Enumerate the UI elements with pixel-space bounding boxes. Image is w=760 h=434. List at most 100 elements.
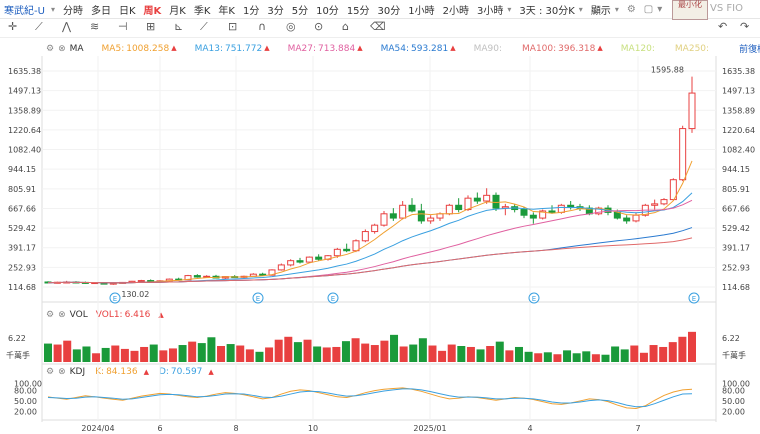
angle-icon[interactable]: ⊾ (174, 20, 184, 33)
timeframe-12[interactable]: 30分 (377, 5, 401, 17)
candle-body (660, 199, 668, 205)
chevron-down-icon[interactable]: ▾ (507, 4, 512, 14)
hide-icon[interactable]: ⌂ (342, 20, 349, 33)
cursor-icon[interactable]: ✛ (8, 20, 18, 33)
price-tick-left: 252.93 (8, 263, 36, 272)
price-tick-right: 391.17 (722, 244, 750, 253)
ma-value-5: 396.318 (558, 43, 596, 54)
candle-body (623, 217, 631, 222)
timeframe-14[interactable]: 2小時 (442, 5, 470, 17)
timeframe-6[interactable]: 年K (218, 5, 235, 17)
volume-bar (293, 342, 302, 362)
ma-item-2: MA27: (287, 43, 316, 54)
redo-icon[interactable]: ↷ (740, 20, 750, 33)
timeframe-9[interactable]: 5分 (291, 5, 309, 17)
timeframe-10[interactable]: 10分 (316, 5, 339, 17)
timeframe-4[interactable]: 月K (169, 5, 186, 17)
text-icon[interactable]: ⊡ (228, 20, 238, 33)
ma-item-1: MA13: (194, 43, 223, 54)
event-marker-icon (688, 292, 700, 304)
up-arrow-icon: ▲ (597, 43, 603, 52)
trend-line-icon[interactable]: ⟋ (35, 20, 43, 33)
volume-bar (428, 345, 437, 362)
event-marker-label: E (256, 295, 260, 303)
timeframe-1[interactable]: 多日 (90, 5, 111, 17)
adjust-label[interactable]: 前復權 (739, 45, 760, 55)
candle-body (604, 207, 612, 213)
range-select[interactable]: 3天 : 30分K (519, 5, 575, 17)
x-tick-label: 7 (635, 424, 640, 433)
volume-bar (284, 336, 293, 362)
timeframe-11[interactable]: 15分 (346, 5, 370, 17)
kdj-tick-right: 50.00 (722, 397, 745, 406)
display-menu[interactable]: 顯示 (590, 5, 611, 17)
candle-body (212, 275, 220, 279)
candle-body (324, 255, 332, 260)
hide-icon[interactable]: ⊗ (58, 43, 66, 54)
timeframe-5[interactable]: 季K (193, 5, 211, 17)
horizontal-line-icon[interactable]: ⊣ (118, 20, 128, 33)
delete-icon[interactable]: ⌫ (370, 20, 386, 33)
fib-icon[interactable]: ≋ (90, 20, 100, 33)
undo-icon[interactable]: ↶ (718, 20, 728, 33)
lock-icon[interactable]: ⊙ (314, 20, 324, 33)
timeframe-2[interactable]: 日K (118, 5, 136, 17)
timeframe-15[interactable]: 3小時 (477, 5, 504, 17)
channel-icon[interactable]: ⟋ (200, 20, 208, 33)
chevron-down-icon[interactable]: ▾ (578, 4, 583, 14)
hide-icon[interactable]: ⊗ (58, 367, 66, 377)
candle-body (100, 282, 108, 285)
ma-label: MA (69, 43, 84, 54)
measure-icon[interactable]: ◎ (286, 20, 296, 33)
volume-bar (207, 337, 216, 362)
ma-value-0: 1008.258 (126, 43, 170, 54)
magnet-icon[interactable]: ∩ (258, 20, 267, 33)
settings-icon[interactable]: ⚙ (46, 367, 55, 377)
volume-bar (361, 343, 370, 362)
timeframe-7[interactable]: 1分 (242, 5, 260, 17)
vertical-line-icon[interactable]: ⊞ (146, 20, 156, 33)
volume-bar (668, 342, 677, 362)
price-tick-left: 667.66 (8, 204, 36, 213)
candle-body (483, 194, 491, 202)
event-marker-icon (252, 292, 264, 304)
candle-body (91, 282, 99, 285)
polyline-icon[interactable]: ⋀ (62, 20, 72, 33)
minimize-badge[interactable]: 最小化 (672, 0, 708, 20)
volume-bar (399, 346, 408, 362)
hide-icon[interactable]: ⊗ (58, 310, 66, 320)
candle-body (119, 281, 127, 284)
chevron-down-icon[interactable]: ▾ (614, 4, 619, 14)
volume-bar (563, 350, 572, 362)
kdj-line-d (47, 388, 693, 408)
timeframe-0[interactable]: 分時 (62, 5, 83, 17)
settings-icon[interactable]: ⚙ (626, 3, 636, 15)
settings-icon[interactable]: ⚙ (46, 43, 55, 54)
k-label: K: (95, 367, 105, 377)
layout-icon[interactable]: ▢ (643, 3, 654, 15)
candle-body (53, 281, 61, 284)
price-tick-right: 1220.64 (722, 126, 755, 135)
volume-bar (188, 341, 197, 362)
price-tick-right: 944.15 (722, 165, 750, 174)
volume-bar (534, 353, 543, 362)
volume-bar (332, 346, 341, 362)
candle-body (296, 260, 304, 263)
chevron-down-icon[interactable]: ▾ (50, 4, 55, 14)
timeframe-13[interactable]: 1小時 (408, 5, 435, 17)
volume-bar (659, 346, 668, 362)
stock-title[interactable]: 寒武紀-U (4, 5, 45, 17)
ma-item-3: MA54: (380, 43, 410, 54)
candle-body (520, 209, 528, 216)
event-marker-label: E (692, 295, 696, 303)
chevron-down-icon[interactable]: ▾ (657, 3, 663, 15)
volume-bar (505, 350, 514, 362)
settings-icon[interactable]: ⚙ (46, 310, 55, 320)
volume-bar (639, 352, 648, 362)
timeframe-3[interactable]: 周K (143, 5, 162, 17)
candle-body (63, 281, 71, 284)
timeframe-8[interactable]: 3分 (267, 5, 284, 17)
volume-bar (572, 353, 581, 362)
candle-body (511, 206, 519, 211)
candle-body (539, 210, 547, 219)
